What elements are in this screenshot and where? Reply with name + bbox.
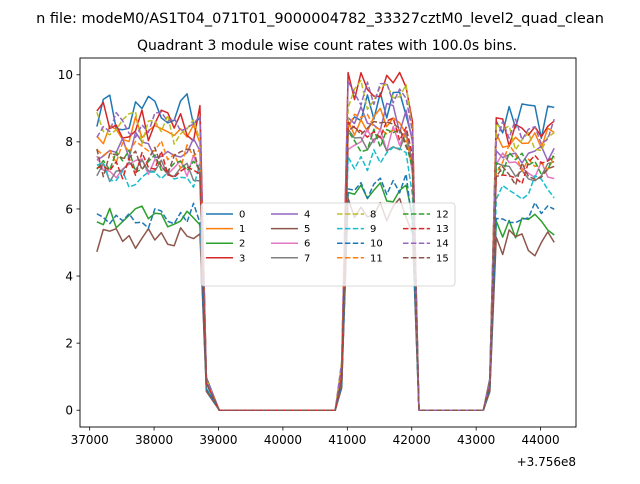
legend-label-0: 0 (239, 210, 245, 221)
legend-label-13: 13 (436, 224, 449, 235)
x-tick-label: 37000 (71, 433, 109, 447)
y-tick-label: 2 (65, 336, 73, 350)
y-tick-label: 6 (65, 202, 73, 216)
y-tick-label: 8 (65, 135, 73, 149)
series-line-10 (96, 173, 555, 411)
legend-label-10: 10 (370, 239, 383, 250)
x-tick-label: 44000 (521, 433, 559, 447)
x-tick-label: 39000 (199, 433, 237, 447)
x-offset-label: +3.756e8 (517, 455, 576, 469)
y-tick-label: 10 (58, 68, 73, 82)
y-tick-label: 0 (65, 404, 73, 418)
chart-title: Quadrant 3 module wise count rates with … (137, 38, 517, 54)
series-lines (96, 71, 555, 411)
x-axis: 37000 38000 39000 40000 41000 42000 43000 44000 (71, 427, 560, 447)
legend-label-9: 9 (370, 224, 376, 235)
legend-label-8: 8 (370, 210, 376, 221)
legend-label-15: 15 (436, 253, 449, 264)
x-tick-label: 42000 (393, 433, 431, 447)
y-tick-label: 4 (65, 269, 73, 283)
legend-label-6: 6 (304, 239, 310, 250)
legend-label-4: 4 (304, 210, 310, 221)
legend-label-5: 5 (304, 224, 310, 235)
legend-frame (200, 202, 456, 287)
legend-label-7: 7 (304, 253, 310, 264)
x-tick-label: 43000 (457, 433, 495, 447)
series-line-15 (96, 120, 555, 411)
legend-label-14: 14 (436, 239, 449, 250)
x-tick-label: 40000 (264, 433, 302, 447)
figure-suptitle: n file: modeM0/AS1T04_071T01_9000004782_… (36, 11, 604, 27)
x-tick-label: 38000 (135, 433, 173, 447)
legend-label-12: 12 (436, 210, 449, 221)
legend-label-1: 1 (239, 224, 245, 235)
legend-label-2: 2 (239, 239, 245, 250)
legend-label-3: 3 (239, 253, 245, 264)
legend-label-11: 11 (370, 253, 383, 264)
plot-frame (79, 57, 577, 428)
y-axis: 0 2 4 6 8 10 (58, 68, 80, 418)
x-tick-label: 41000 (328, 433, 366, 447)
